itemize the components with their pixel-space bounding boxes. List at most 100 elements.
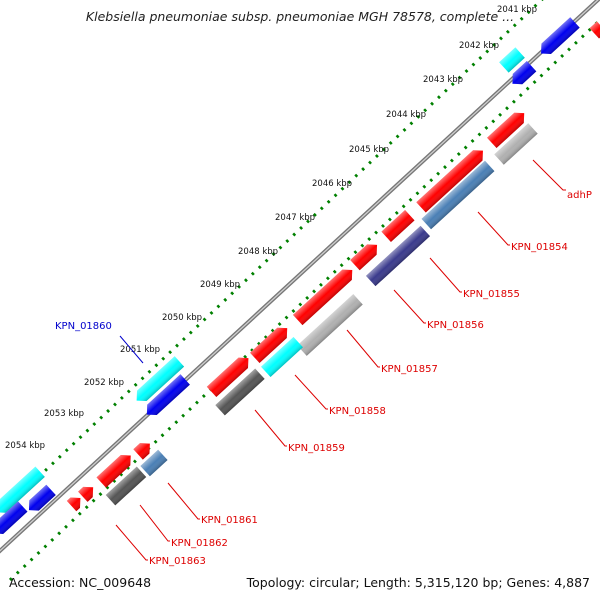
tick-label: 2053 kbp [44, 409, 84, 419]
gene-KPN_01863a[interactable] [78, 482, 98, 502]
gene-KPN_01856[interactable] [350, 240, 382, 271]
tick-label: 2052 kbp [84, 378, 124, 388]
gene-top-red-shading [589, 21, 600, 39]
gene-KPN_01862-shading [96, 455, 131, 488]
backbone-outer [0, 0, 600, 554]
leader-KPN_01863 [115, 524, 148, 561]
gene-KPN_01863b-shading [66, 497, 81, 512]
leader-KPN_01855 [429, 257, 462, 293]
leader-KPN_01858 [294, 374, 328, 410]
leader-adhP [532, 159, 566, 191]
tick-label: 2043 kbp [423, 75, 463, 85]
gene-KPN_01860-rev[interactable] [142, 374, 190, 419]
gene-top-cyan[interactable] [499, 47, 525, 73]
gene-KPN_01861-shading [133, 443, 150, 460]
gene-KPN_01854[interactable] [416, 145, 487, 213]
gene-KPN_01854-shading [416, 150, 483, 213]
tick-label: 2047 kbp [275, 213, 315, 223]
gene-KPN_01857-shading [292, 269, 353, 326]
gene-label-KPN_01860[interactable]: KPN_01860 [55, 321, 112, 332]
gene-KPN_01861[interactable] [133, 438, 154, 460]
gene-top-cyan-shading [499, 47, 525, 73]
gene-left-cyan-shading [0, 466, 45, 513]
gene-KPN_01859[interactable] [206, 353, 253, 398]
gene-KPN_01860[interactable] [132, 356, 185, 406]
gene-KPN_01862-rev[interactable] [105, 466, 147, 506]
gene-KPN_01855[interactable] [381, 210, 415, 242]
leader-KPN_01859 [254, 409, 287, 447]
leader-KPN_01862 [139, 504, 170, 542]
gene-KPN_01854-rev-shading [421, 160, 495, 230]
tick-label: 2044 kbp [386, 110, 426, 120]
gene-KPN_01858-shading [250, 327, 288, 364]
gene-top-blue-shading [512, 61, 537, 85]
gene-label-adhP[interactable]: adhP [567, 190, 592, 201]
gene-KPN_01857-rev[interactable] [297, 294, 363, 356]
gene-KPN_01857[interactable] [292, 265, 357, 326]
gene-adhP-rev[interactable] [494, 123, 538, 165]
leader-KPN_01861 [167, 482, 200, 520]
gene-top-blue2[interactable] [536, 17, 580, 58]
gene-KPN_01858-rev[interactable] [261, 336, 303, 378]
gene-KPN_01863a-shading [78, 486, 94, 502]
gene-KPN_01859-rev[interactable] [215, 368, 265, 416]
tick-label: 2049 kbp [200, 280, 240, 290]
gene-KPN_01855-rev[interactable] [365, 225, 431, 287]
tick-label: 2041 kbp [497, 5, 537, 15]
gene-labels: adhP KPN_01854 KPN_01855 KPN_01856 KPN_0… [55, 190, 592, 567]
gene-label-KPN_01862[interactable]: KPN_01862 [171, 538, 228, 549]
gene-left-blue[interactable] [24, 484, 56, 516]
gene-KPN_01859-shading [206, 357, 249, 398]
gene-label-KPN_01858[interactable]: KPN_01858 [329, 406, 386, 417]
gene-left-cyan[interactable] [0, 466, 45, 518]
gene-label-KPN_01861[interactable]: KPN_01861 [201, 515, 258, 526]
backbone-inner [0, 0, 599, 552]
gene-KPN_01855-shading [381, 210, 415, 242]
gene-adhP[interactable] [487, 108, 529, 149]
gene-adhP-shading [487, 112, 525, 149]
tick-label: 2054 kbp [5, 441, 45, 451]
gene-KPN_01855-rev-shading [365, 225, 431, 287]
gene-KPN_01859-rev-shading [215, 368, 265, 416]
gene-label-KPN_01855[interactable]: KPN_01855 [463, 289, 520, 300]
outer-tick-track [0, 0, 544, 516]
topology-text: Topology: circular; Length: 5,315,120 bp… [246, 575, 590, 590]
gene-KPN_01861-rev[interactable] [140, 449, 168, 477]
gene-KPN_01861-rev-shading [140, 449, 168, 477]
map-title: Klebsiella pneumoniae subsp. pneumoniae … [85, 9, 515, 24]
gene-top-red[interactable] [589, 21, 600, 39]
gene-KPN_01860-shading [136, 356, 185, 402]
tick-label: 2048 kbp [238, 247, 278, 257]
gene-KPN_01860-rev-shading [146, 374, 190, 415]
gene-left-blue-shading [28, 484, 56, 511]
gene-KPN_01862-rev-shading [105, 466, 147, 506]
gene-top-blue[interactable] [508, 61, 537, 89]
tick-label: 2045 kbp [349, 145, 389, 155]
gene-label-KPN_01859[interactable]: KPN_01859 [288, 443, 345, 454]
gene-left-blue2[interactable] [0, 501, 28, 538]
gene-left-blue2-shading [0, 501, 28, 534]
gene-label-KPN_01857[interactable]: KPN_01857 [381, 364, 438, 375]
gene-KPN_01858[interactable] [250, 323, 292, 364]
leader-lines [115, 159, 566, 561]
tick-label: 2051 kbp [120, 345, 160, 355]
gene-adhP-rev-shading [494, 123, 538, 165]
leader-KPN_01857 [346, 329, 380, 368]
leader-KPN_01860 [119, 335, 144, 364]
tick-label: 2046 kbp [312, 179, 352, 189]
gene-KPN_01854-rev[interactable] [421, 160, 495, 230]
accession-text: Accession: NC_009648 [9, 575, 152, 590]
gene-KPN_01858-rev-shading [261, 336, 303, 378]
gene-KPN_01856-shading [350, 244, 378, 271]
gene-KPN_01862[interactable] [96, 450, 136, 488]
tick-label: 2042 kbp [459, 41, 499, 51]
gene-KPN_01863b[interactable] [66, 493, 85, 512]
gene-top-blue2-shading [541, 17, 580, 54]
gene-features [0, 17, 600, 538]
gene-KPN_01857-rev-shading [297, 294, 363, 356]
gene-label-KPN_01854[interactable]: KPN_01854 [511, 242, 568, 253]
gene-label-KPN_01856[interactable]: KPN_01856 [427, 320, 484, 331]
gene-label-KPN_01863[interactable]: KPN_01863 [149, 556, 206, 567]
tick-label: 2050 kbp [162, 313, 202, 323]
